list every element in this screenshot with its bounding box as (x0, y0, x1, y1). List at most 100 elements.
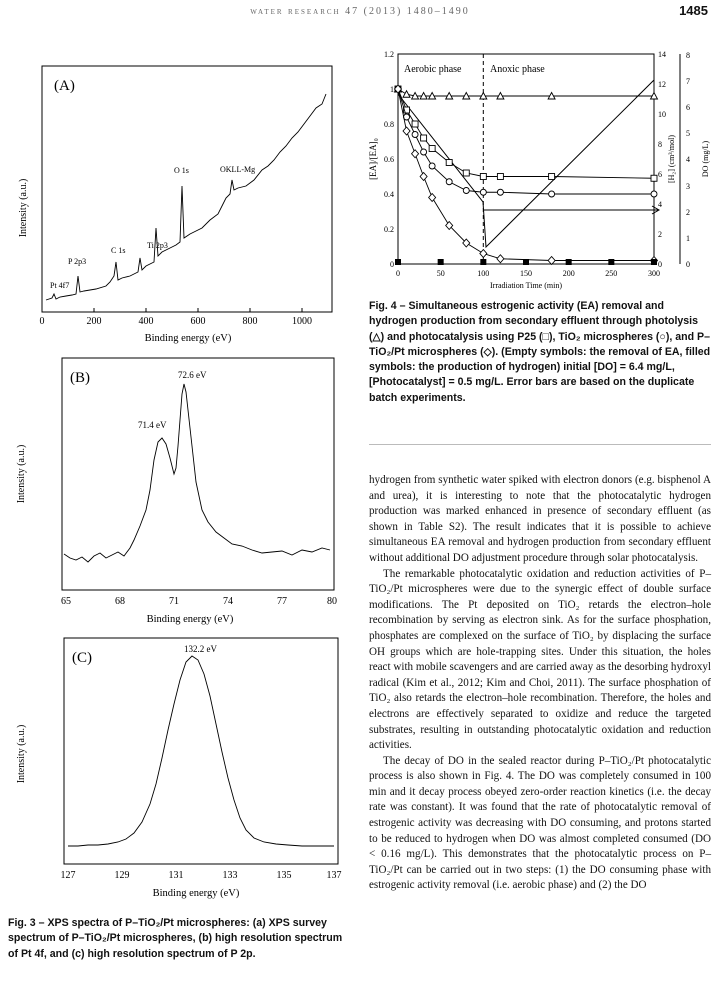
tick: 8 (686, 51, 690, 60)
tick: 1000 (292, 316, 312, 327)
hydrogen-point (480, 259, 487, 265)
tick: 300 (648, 269, 660, 278)
panel-c-xlabel: Binding energy (eV) (153, 888, 240, 899)
data-point (649, 91, 659, 100)
data-point (547, 91, 556, 100)
data-point (496, 173, 504, 180)
data-point (419, 171, 428, 182)
tick: 5 (686, 129, 690, 138)
tick: 200 (563, 269, 575, 278)
data-point (393, 84, 403, 94)
paragraph-2: The remarkable photocatalytic oxidation … (369, 567, 711, 752)
tick: 3 (686, 182, 690, 191)
data-point (462, 91, 471, 100)
tick: 0 (396, 269, 400, 278)
tick: 0 (40, 316, 45, 327)
fig4-mid-ticks: 0 2 4 6 8 10 12 14 (658, 50, 666, 269)
figure3-panel-a: (A) Intensity (a.u.) 0 200 400 600 800 1… (6, 48, 346, 348)
data-point (496, 91, 505, 100)
data-point (650, 190, 658, 198)
p2p-spectrum (68, 655, 334, 847)
tick: 2 (686, 208, 690, 217)
tick: 68 (115, 596, 125, 607)
panel-b-ylabel: Intensity (a.u.) (16, 445, 27, 504)
panel-a-xlabel: Binding energy (eV) (145, 333, 232, 344)
panel-a-ylabel: Intensity (a.u.) (18, 179, 29, 238)
fig4-xlabel: Irradiation Time (min) (490, 281, 562, 290)
panel-a-xticks: 0 200 400 600 800 1000 (40, 316, 313, 327)
figure3-panel-c: (C) Intensity (a.u.) 127 129 131 133 135… (6, 634, 346, 906)
data-point (444, 91, 454, 100)
data-point (428, 162, 436, 170)
series-line (397, 88, 654, 261)
figure3-panel-b: (B) Intensity (a.u.) 65 68 71 74 77 80 B… (6, 350, 346, 632)
hydrogen-point (608, 259, 615, 265)
aerobic-phase-label: Aerobic phase (404, 64, 462, 75)
tick: 0.6 (384, 155, 394, 164)
hydrogen-point (651, 259, 657, 265)
panel-c-ylabel: Intensity (a.u.) (16, 725, 27, 784)
data-point (496, 254, 505, 264)
tick: 65 (61, 596, 71, 607)
data-point (479, 248, 488, 259)
hydrogen-point (565, 259, 572, 265)
tick: 0.2 (384, 225, 394, 234)
data-point (479, 188, 487, 196)
peak-label-1: 71.4 eV (138, 420, 167, 430)
data-point (479, 91, 488, 100)
data-point (445, 178, 453, 186)
data-point (411, 131, 419, 138)
tick: 600 (191, 316, 206, 327)
tick: 50 (437, 269, 445, 278)
paragraph-1: hydrogen from synthetic water spiked wit… (369, 474, 711, 564)
hydrogen-point (395, 259, 401, 265)
survey-spectrum (45, 93, 327, 301)
data-point (403, 106, 410, 114)
data-point (462, 187, 470, 194)
tick: 0 (658, 260, 662, 269)
data-point (410, 91, 420, 100)
tick: 1 (390, 85, 394, 94)
data-point (496, 188, 504, 196)
tick: 133 (223, 870, 238, 881)
arrow-head-icon (651, 205, 661, 215)
peak-label: C 1s (111, 246, 125, 255)
figure4-chart: Aerobic phase Anoxic phase [EA]/[EA]₀ [H… (362, 42, 714, 300)
hydrogen-point (437, 259, 444, 265)
anoxic-phase-label: Anoxic phase (490, 64, 545, 75)
data-point (427, 91, 437, 100)
data-point (547, 255, 556, 266)
tick: 0 (390, 260, 394, 269)
tick: 4 (658, 200, 662, 209)
data-point (650, 174, 658, 182)
data-point (445, 159, 453, 166)
data-point (420, 134, 428, 142)
panel-a-label: (A) (54, 78, 75, 94)
series-line (397, 88, 654, 97)
panel-c-label: (C) (72, 650, 92, 666)
tick: 1 (686, 234, 690, 243)
tick: 8 (658, 140, 662, 149)
tick: 80 (327, 596, 337, 607)
tick: 2 (658, 230, 662, 239)
peak-label: O 1s (174, 166, 189, 175)
tick: 250 (605, 269, 617, 278)
data-point (402, 89, 411, 98)
tick: 74 (223, 596, 233, 607)
journal-title: water research 47 (2013) 1480–1490 (250, 6, 470, 17)
tick: 129 (115, 870, 130, 881)
figure3-caption: Fig. 3 – XPS spectra of P–TiO₂/Pt micros… (8, 917, 343, 960)
peak-label: 132.2 eV (184, 644, 217, 654)
fig4-left-ticks: 0 0.2 0.4 0.6 0.8 1 1.2 (384, 50, 394, 269)
peak-label: OKLL-Mg (220, 165, 255, 174)
tick: 0.8 (384, 120, 394, 129)
running-header: water research 47 (2013) 1480–1490 1485 (0, 3, 720, 21)
tick: 150 (520, 269, 532, 278)
page-number: 1485 (679, 3, 708, 18)
data-point (548, 190, 556, 198)
data-point (428, 145, 436, 152)
data-point (410, 149, 420, 159)
data-point (428, 192, 437, 203)
peak-label-2: 72.6 eV (178, 370, 207, 380)
data-point (548, 173, 556, 180)
